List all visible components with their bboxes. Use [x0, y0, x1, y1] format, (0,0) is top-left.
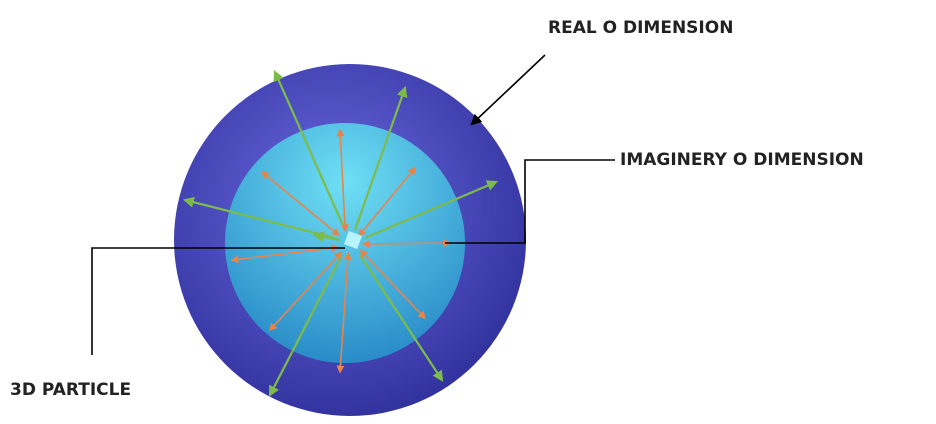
label-real: REAL O DIMENSION: [548, 18, 733, 38]
pointer-particle: [91, 247, 345, 355]
orange-arrows: [230, 128, 452, 374]
label-particle: 3D PARTICLE: [10, 380, 131, 400]
pointer-imaginary: [445, 159, 615, 244]
pointer-real: [470, 54, 546, 126]
particle: [344, 231, 362, 249]
label-imaginary: IMAGINERY O DIMENSION: [620, 150, 864, 170]
